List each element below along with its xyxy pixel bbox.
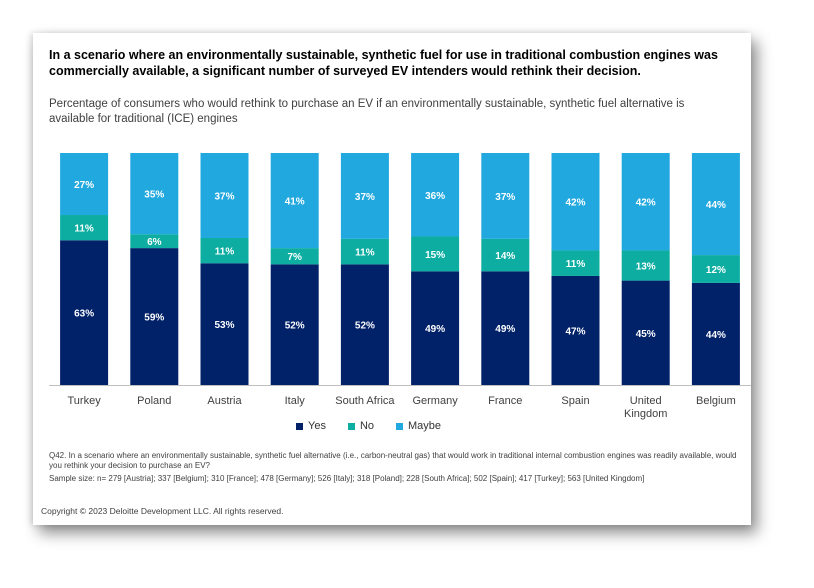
data-label-maybe-belgium: 44% <box>706 200 726 211</box>
survey-question-note: Q42. In a scenario where an environmenta… <box>49 451 737 470</box>
x-tick-label-france: France <box>488 395 522 407</box>
legend-label-yes: Yes <box>308 420 326 432</box>
bar-no-united-kingdom <box>621 250 670 281</box>
data-label-no-poland: 6% <box>147 237 162 248</box>
bar-no-south-africa <box>340 238 389 265</box>
bar-yes-spain <box>551 275 600 385</box>
bar-no-belgium <box>691 255 740 283</box>
legend-label-maybe: Maybe <box>408 420 442 432</box>
bar-no-poland <box>130 234 179 249</box>
copyright-text: Copyright © 2023 Deloitte Development LL… <box>41 506 284 516</box>
data-label-yes-germany: 49% <box>425 324 445 335</box>
data-label-no-belgium: 12% <box>706 265 726 276</box>
data-label-no-germany: 15% <box>425 250 445 261</box>
bar-maybe-belgium <box>691 153 740 256</box>
x-tick-label-germany: Germany <box>412 395 458 407</box>
legend-swatch-maybe <box>396 422 404 430</box>
bar-maybe-poland <box>130 153 179 235</box>
x-tick-label-united-kingdom-line-2: Kingdom <box>624 408 667 420</box>
legend-item-maybe: Maybe <box>396 420 441 432</box>
data-label-maybe-united-kingdom: 42% <box>636 198 656 209</box>
chart-card: In a scenario where an environmentally s… <box>33 33 751 525</box>
legend-label-no: No <box>359 420 375 432</box>
x-tick-label-spain: Spain <box>561 395 589 407</box>
data-label-yes-spain: 47% <box>565 326 585 337</box>
legend-swatch-yes <box>296 422 303 430</box>
bar-yes-belgium <box>691 282 740 385</box>
bar-maybe-italy <box>270 153 319 249</box>
bar-yes-germany <box>411 271 460 385</box>
data-label-maybe-france: 37% <box>495 192 515 203</box>
x-tick-label-united-kingdom-line-1: United <box>630 395 662 407</box>
bar-no-italy <box>270 248 319 265</box>
bar-maybe-turkey <box>60 153 109 216</box>
bar-no-turkey <box>60 215 109 241</box>
sample-size-note: Sample size: n= 279 [Austria]; 337 [Belg… <box>49 474 645 483</box>
chart-headline: In a scenario where an environmentally s… <box>49 48 718 78</box>
data-label-no-italy: 7% <box>287 252 302 263</box>
data-label-maybe-italy: 41% <box>285 197 305 208</box>
data-label-no-south-africa: 11% <box>355 248 375 259</box>
bar-no-germany <box>411 236 460 272</box>
data-label-yes-poland: 59% <box>144 313 164 324</box>
bar-yes-austria <box>200 263 249 385</box>
x-tick-label-turkey: Turkey <box>67 395 101 407</box>
data-label-no-spain: 11% <box>566 259 586 270</box>
bar-yes-poland <box>130 248 179 385</box>
chart-subtitle: Percentage of consumers who would rethin… <box>49 98 685 125</box>
data-label-maybe-poland: 35% <box>144 190 164 201</box>
data-label-yes-south-africa: 52% <box>355 321 375 332</box>
x-tick-label-austria: Austria <box>207 395 242 407</box>
bar-no-spain <box>551 250 600 276</box>
data-label-no-turkey: 11% <box>74 224 94 235</box>
x-tick-label-poland: Poland <box>137 395 171 407</box>
data-label-no-france: 14% <box>495 251 515 262</box>
data-label-maybe-spain: 42% <box>565 198 585 209</box>
bar-maybe-germany <box>411 153 460 237</box>
data-label-yes-austria: 53% <box>214 320 234 331</box>
data-label-yes-belgium: 44% <box>706 330 726 341</box>
legend-item-no: No <box>347 420 375 432</box>
chart-legend: Yes No Maybe <box>296 420 441 432</box>
data-label-no-united-kingdom: 13% <box>636 262 656 273</box>
x-tick-label-south-africa: South Africa <box>335 395 395 407</box>
data-label-maybe-south-africa: 37% <box>355 192 375 203</box>
legend-item-yes: Yes <box>296 420 326 432</box>
data-label-yes-turkey: 63% <box>74 309 94 320</box>
data-label-no-austria: 11% <box>215 247 235 258</box>
bar-no-france <box>481 238 530 272</box>
data-label-maybe-austria: 37% <box>214 191 234 202</box>
legend-swatch-no <box>347 422 355 430</box>
stacked-bar-chart: 63% 11% 27% Turkey 59% 6% 35% Poland 53% 11% 37% Au… <box>49 153 751 420</box>
bar-yes-united-kingdom <box>621 280 670 385</box>
bar-maybe-south-africa <box>340 153 389 239</box>
bar-maybe-united-kingdom <box>621 153 670 251</box>
bar-no-austria <box>200 237 249 264</box>
data-label-yes-italy: 52% <box>285 321 305 332</box>
data-label-maybe-turkey: 27% <box>74 180 94 191</box>
bar-maybe-france <box>481 153 530 239</box>
data-label-yes-france: 49% <box>495 324 515 335</box>
bar-yes-turkey <box>60 240 109 385</box>
bar-yes-italy <box>270 264 319 385</box>
data-label-maybe-germany: 36% <box>425 191 445 202</box>
bar-maybe-austria <box>200 153 249 238</box>
x-tick-label-italy: Italy <box>285 395 306 407</box>
data-label-yes-united-kingdom: 45% <box>636 329 656 340</box>
bar-yes-france <box>481 271 530 385</box>
x-tick-label-belgium: Belgium <box>696 395 736 407</box>
bar-maybe-spain <box>551 153 600 251</box>
bar-yes-south-africa <box>340 264 389 385</box>
